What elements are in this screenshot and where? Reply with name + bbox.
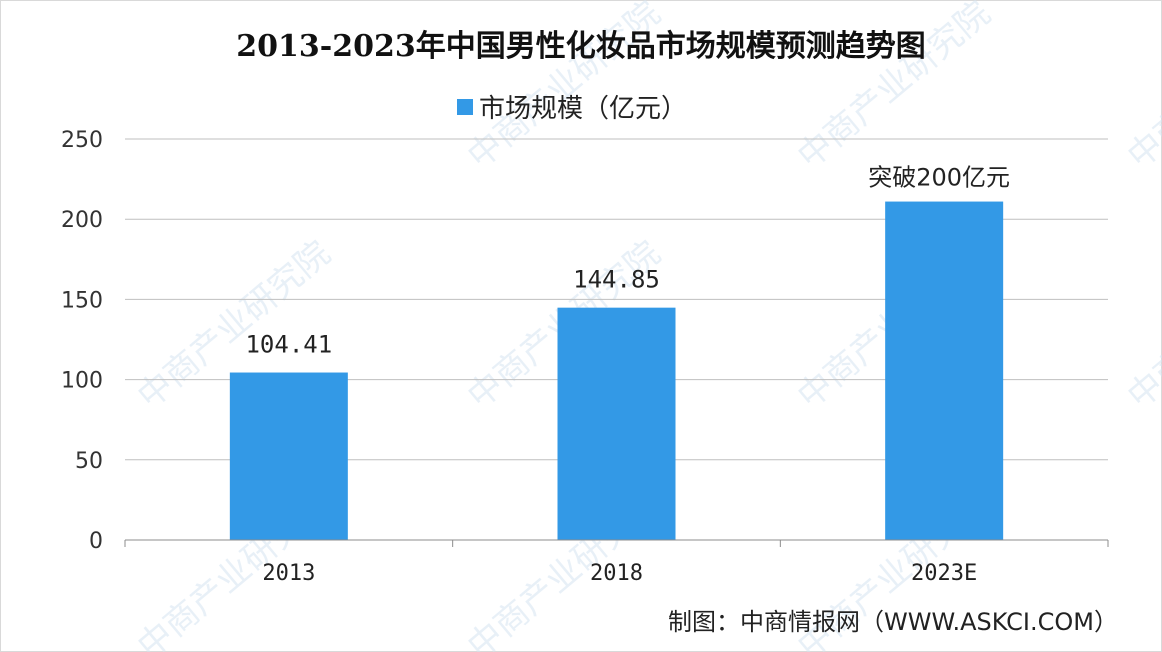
y-tick-label: 250: [61, 128, 103, 153]
data-label: 104.41: [245, 331, 332, 359]
y-tick-label: 200: [61, 208, 103, 233]
bar: [885, 201, 1004, 540]
watermark-text: 中商产业研究院: [790, 0, 998, 177]
x-tick-label: 2013: [262, 561, 315, 586]
y-tick-label: 50: [75, 449, 103, 474]
x-tick-label: 2018: [590, 561, 643, 586]
bar: [557, 307, 676, 540]
data-label: 144.85: [573, 266, 660, 294]
y-axis: 0 50 100 150 200 250: [61, 128, 103, 554]
watermark-text: 中商产业研究院: [1120, 233, 1162, 417]
bar: [229, 372, 348, 540]
x-tick-label: 2023E: [911, 561, 977, 586]
x-axis: 2013 2018 2023E: [124, 539, 1109, 586]
source-note: 制图：中商情报网（WWW.ASKCI.COM）: [668, 608, 1118, 636]
watermark-text: 中商产业研究院: [1120, 0, 1162, 177]
bars: [229, 201, 1004, 540]
watermark-text: 中商产业研究院: [460, 0, 668, 177]
annotation-label: 突破200亿元: [868, 164, 1010, 192]
legend-swatch: [457, 99, 473, 115]
y-tick-label: 0: [89, 529, 103, 554]
legend-label: 市场规模（亿元）: [479, 94, 687, 124]
y-tick-label: 150: [61, 288, 103, 313]
chart-title: 2013-2023年中国男性化妆品市场规模预测趋势图: [236, 29, 925, 64]
data-labels: 104.41 144.85 突破200亿元: [245, 164, 1010, 359]
y-tick-label: 100: [61, 369, 103, 394]
legend: 市场规模（亿元）: [457, 94, 687, 124]
